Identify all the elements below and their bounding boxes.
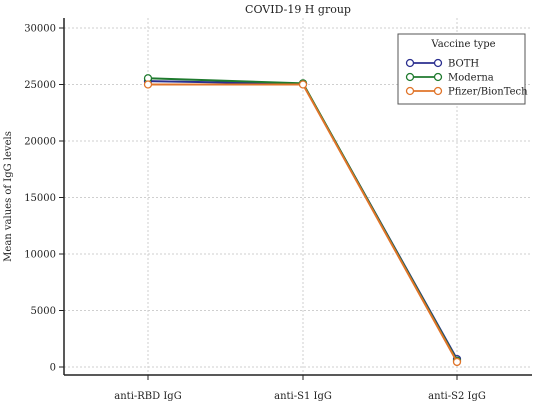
y-tick-label: 0 (50, 363, 56, 374)
legend-marker (405, 58, 415, 68)
legend-item: BOTH (405, 58, 479, 70)
legend-marker (405, 72, 415, 82)
legend-item: Pfizer/BionTech (405, 86, 528, 98)
legend-title: Vaccine type (430, 39, 495, 50)
data-point (298, 80, 308, 89)
legend: Vaccine type BOTH Moderna Pfizer/BionTech (397, 33, 528, 105)
series-lines (143, 74, 462, 367)
x-tick-label: anti-RBD IgG (114, 391, 181, 402)
legend-marker (405, 86, 415, 96)
data-point (452, 357, 462, 367)
legend-label: BOTH (448, 59, 479, 70)
y-tick-label: 5000 (31, 306, 56, 317)
legend-label: Pfizer/BionTech (448, 87, 528, 98)
legend-label: Moderna (448, 73, 494, 84)
y-tick-label: 20000 (24, 137, 56, 148)
x-axis-ticks: anti-RBD IgG anti-S1 IgG anti-S2 IgG (114, 375, 486, 402)
y-tick-label: 25000 (24, 80, 56, 91)
y-tick-label: 15000 (24, 193, 56, 204)
legend-marker (433, 86, 443, 96)
series-group (143, 80, 462, 367)
y-axis-ticks: 0 5000 10000 15000 20000 25000 30000 (24, 24, 64, 374)
y-tick-label: 10000 (24, 250, 56, 261)
y-tick-label: 30000 (24, 24, 56, 35)
legend-item: Moderna (405, 72, 494, 84)
legend-box (397, 33, 526, 105)
y-axis-title: Mean values of IgG levels (3, 131, 14, 262)
legend-marker (433, 58, 443, 68)
axes (63, 18, 532, 376)
legend-marker (433, 72, 443, 82)
data-point (143, 80, 153, 89)
x-tick-label: anti-S2 IgG (428, 391, 486, 402)
x-tick-label: anti-S1 IgG (274, 391, 332, 402)
chart-title: COVID-19 H group (245, 3, 351, 16)
legend-items: BOTH Moderna Pfizer/BionTech (405, 58, 528, 98)
